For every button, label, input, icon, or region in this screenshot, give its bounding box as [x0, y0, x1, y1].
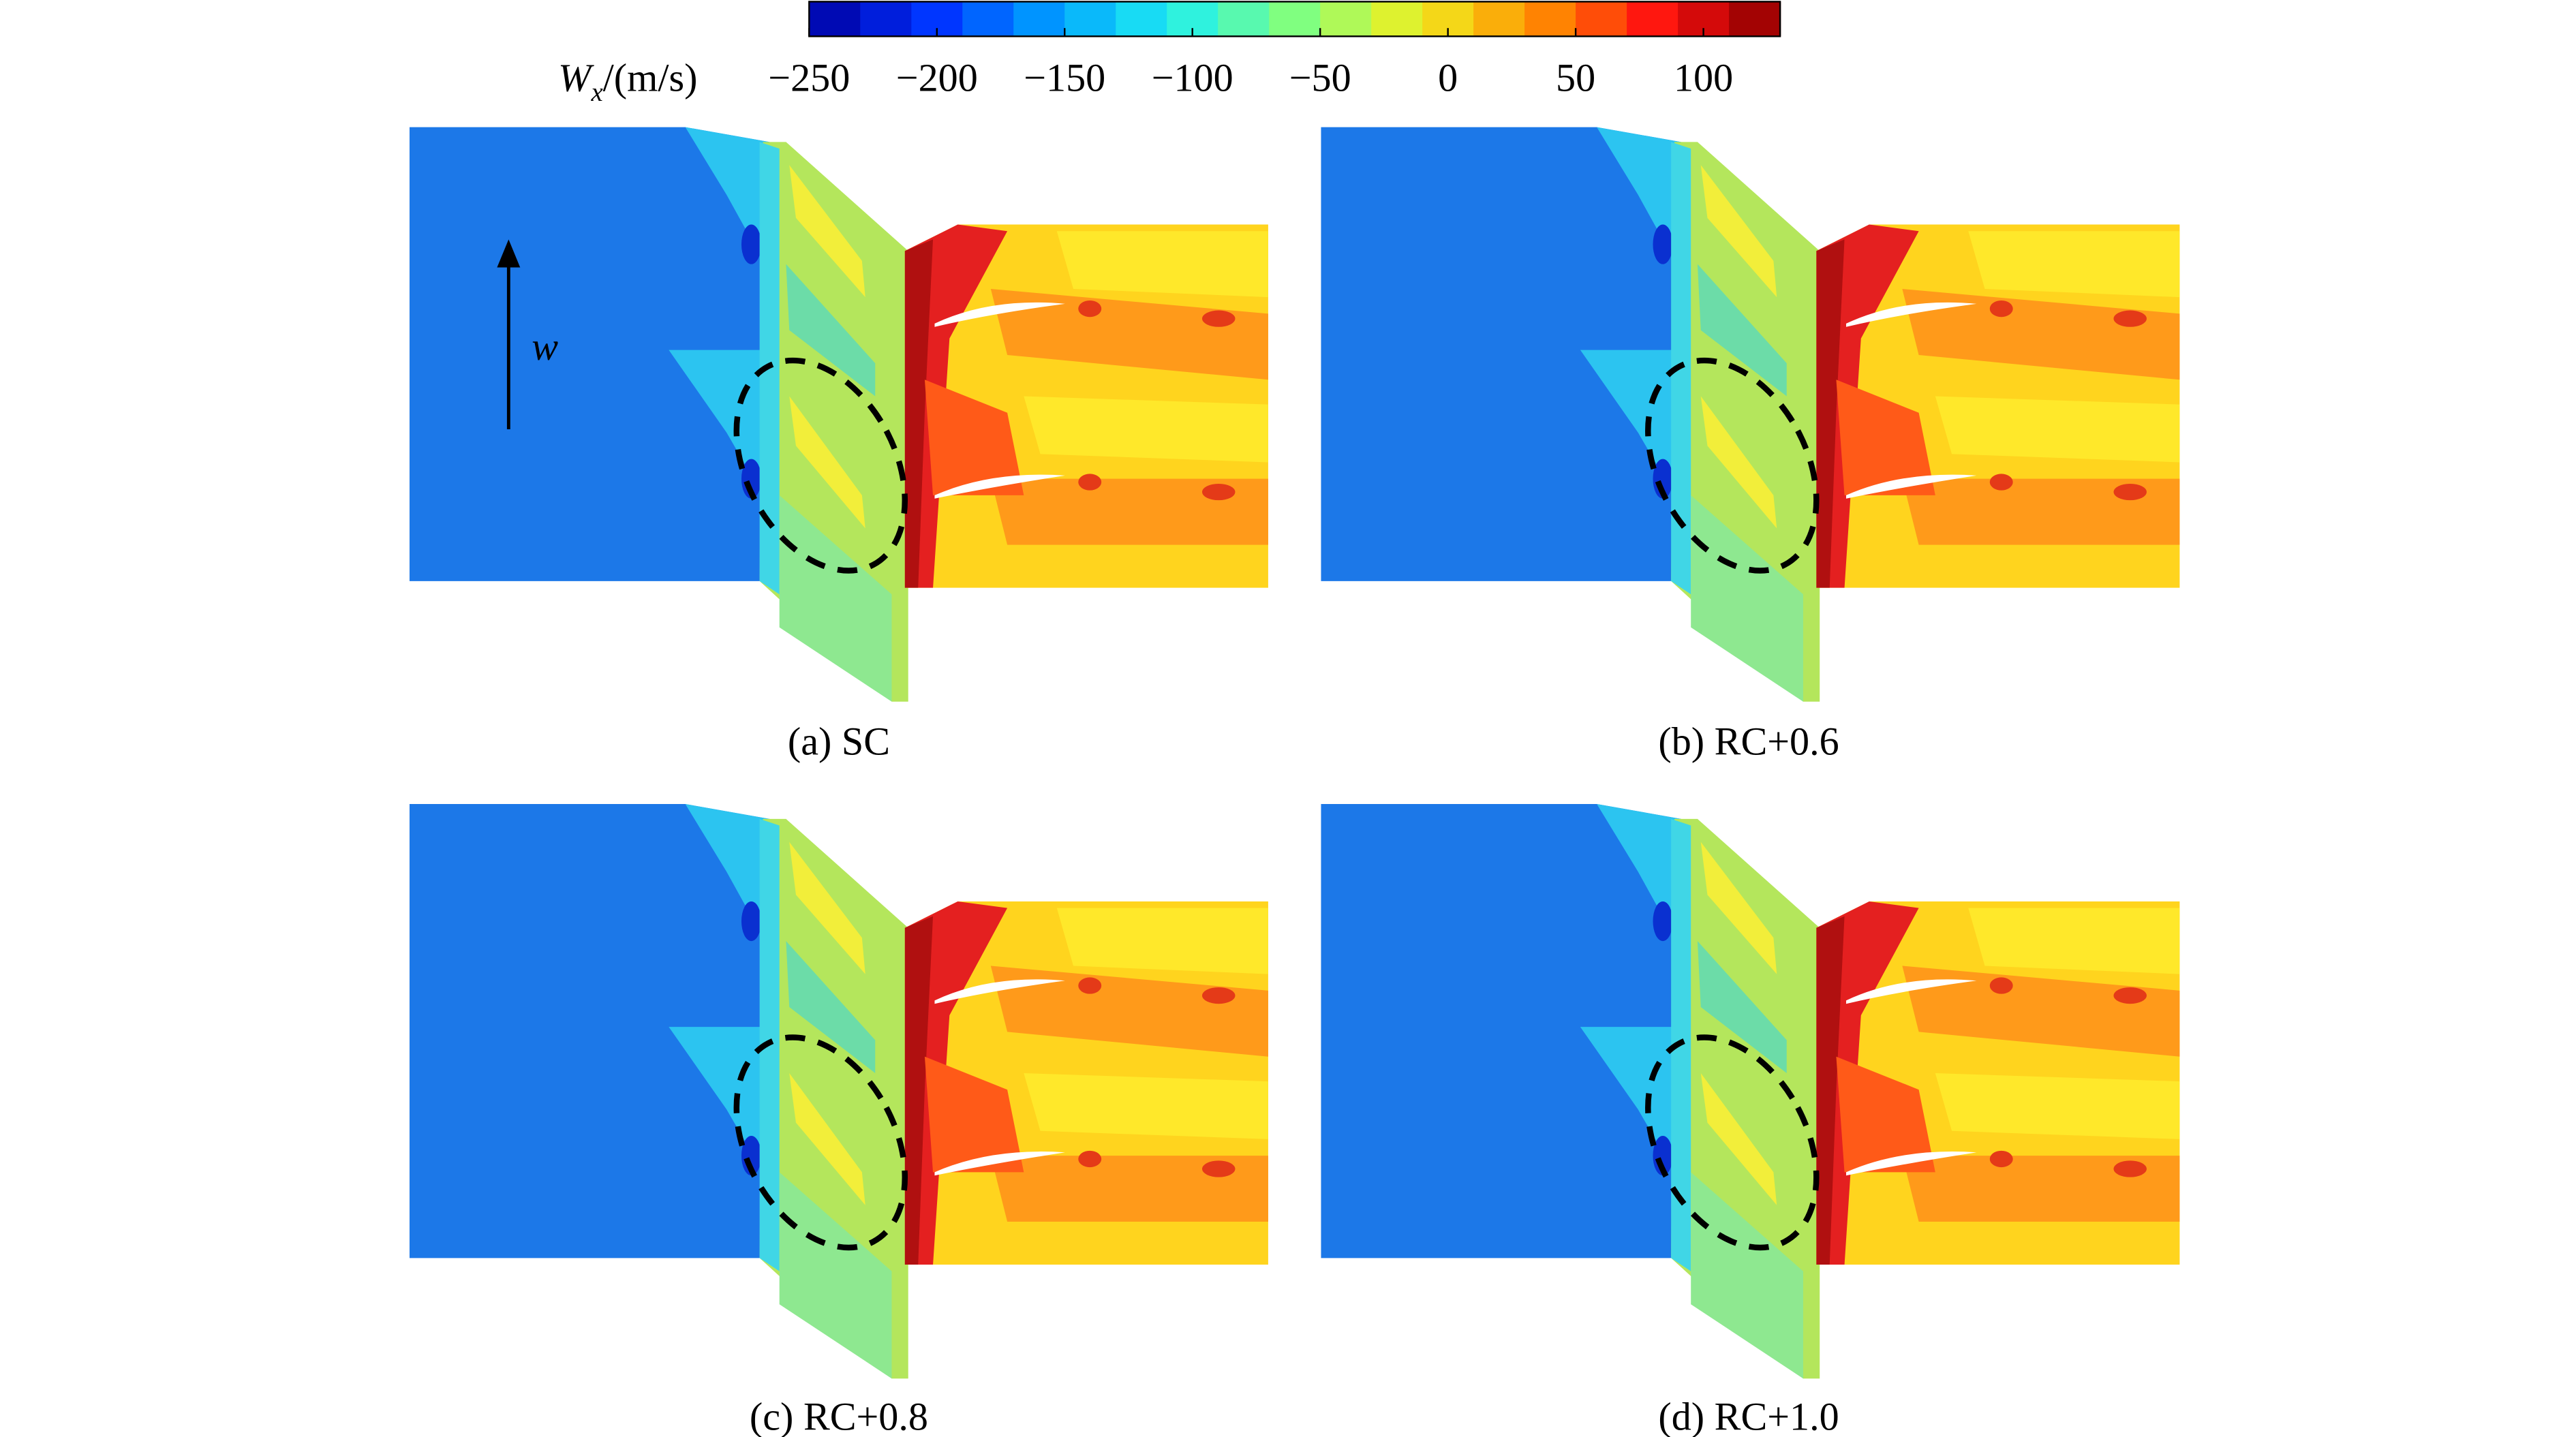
colorbar-band — [1729, 1, 1781, 37]
panel-a — [410, 127, 1268, 702]
colorbar-band — [1371, 1, 1424, 37]
colorbar: Wx/(m/s) −250 −200 −150 −100 −50 0 50 100 — [558, 1, 1781, 107]
colorbar-band — [1627, 1, 1679, 37]
colorbar-band — [809, 1, 861, 37]
colorbar-tick-label: −150 — [1024, 55, 1105, 99]
colorbar-band — [860, 1, 913, 37]
arrow-label: w — [532, 324, 558, 369]
panel-caption: (a) SC — [788, 719, 890, 763]
panel-caption: (d) RC+1.0 — [1658, 1394, 1839, 1437]
colorbar-label: Wx/(m/s) — [558, 55, 698, 107]
colorbar-band — [1218, 1, 1270, 37]
panel-b — [1321, 127, 2179, 702]
colorbar-band — [1576, 1, 1628, 37]
panel-caption: (b) RC+0.6 — [1658, 719, 1839, 763]
colorbar-band — [1473, 1, 1526, 37]
colorbar-band — [1269, 1, 1321, 37]
panel-caption: (c) RC+0.8 — [750, 1394, 928, 1437]
panel-d — [1321, 804, 2179, 1378]
colorbar-tick-label: −50 — [1289, 55, 1351, 99]
colorbar-tick-label: 0 — [1438, 55, 1458, 99]
colorbar-band — [1524, 1, 1577, 37]
panel-c — [410, 804, 1268, 1378]
colorbar-frame — [808, 1, 1781, 37]
colorbar-tick-label: −250 — [768, 55, 850, 99]
label-unit: /(m/s) — [603, 55, 698, 99]
colorbar-band — [1320, 1, 1373, 37]
colorbar-band — [962, 1, 1015, 37]
colorbar-tick-label: 50 — [1556, 55, 1595, 99]
label-subscript: x — [590, 78, 602, 107]
colorbar-band — [1013, 1, 1066, 37]
colorbar-band — [1064, 1, 1117, 37]
colorbar-ticks: −250 −200 −150 −100 −50 0 50 100 — [768, 28, 1733, 99]
label-symbol: W — [558, 55, 594, 99]
colorbar-bands — [809, 1, 1781, 37]
colorbar-band — [1116, 1, 1168, 37]
colorbar-tick-label: 100 — [1674, 55, 1733, 99]
colorbar-tick-label: −200 — [896, 55, 978, 99]
colorbar-tick-label: −100 — [1152, 55, 1233, 99]
flow-arrow: w — [497, 239, 558, 429]
